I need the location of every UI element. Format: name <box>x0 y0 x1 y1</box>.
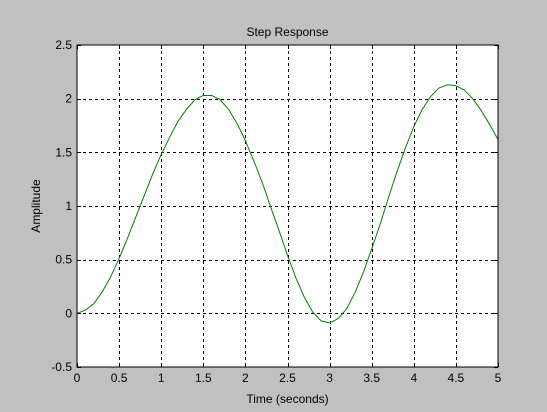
x-tick-label: 4.5 <box>448 371 465 385</box>
y-tick-labels: -0.5 0 0.5 1 1.5 2 2.5 <box>51 38 72 374</box>
x-tick-label: 0.5 <box>111 371 128 385</box>
y-axis-label: Amplitude <box>29 179 43 233</box>
x-axis-label: Time (seconds) <box>246 392 328 406</box>
y-tick-label: -0.5 <box>51 360 72 374</box>
x-tick-label: 1.5 <box>195 371 212 385</box>
x-tick-label: 3.5 <box>363 371 380 385</box>
y-tick-label: 2.5 <box>55 38 72 52</box>
y-tick-label: 0 <box>65 306 72 320</box>
x-tick-label: 1 <box>158 371 165 385</box>
chart-title: Step Response <box>246 25 328 39</box>
x-tick-label: 2 <box>242 371 249 385</box>
y-tick-label: 2 <box>65 92 72 106</box>
y-tick-label: 1.5 <box>55 145 72 159</box>
y-tick-label: 0.5 <box>55 253 72 267</box>
y-tick-label: 1 <box>65 199 72 213</box>
series-group <box>76 84 499 324</box>
x-tick-label: 5 <box>495 371 502 385</box>
x-tick-label: 4 <box>410 371 417 385</box>
x-tick-label: 0 <box>74 371 81 385</box>
x-tick-label: 3 <box>326 371 333 385</box>
grid <box>77 45 498 367</box>
ticks <box>77 45 499 368</box>
x-tick-labels: 0 0.5 1 1.5 2 2.5 3 3.5 4 4.5 5 <box>74 371 502 385</box>
series-line <box>76 84 499 324</box>
x-tick-label: 2.5 <box>279 371 296 385</box>
